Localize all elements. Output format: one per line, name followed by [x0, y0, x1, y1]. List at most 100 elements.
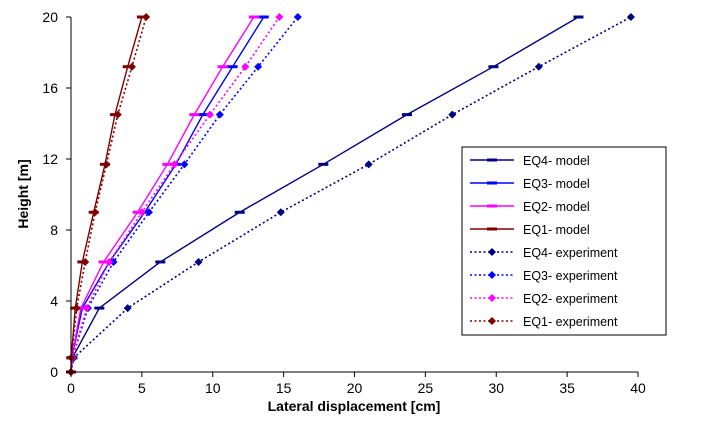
- data-point-dash: [248, 15, 259, 19]
- data-point-diamond: [488, 317, 496, 325]
- y-tick-label: 4: [50, 293, 58, 309]
- x-tick-label: 20: [347, 380, 363, 396]
- data-point-dash: [401, 113, 412, 117]
- data-point-dash: [488, 65, 499, 69]
- axes: [66, 16, 639, 377]
- data-point-dash: [98, 260, 109, 264]
- data-point-diamond: [205, 110, 214, 119]
- y-tick-label: 16: [42, 80, 58, 96]
- data-point-diamond: [72, 304, 81, 313]
- data-point-diamond: [293, 13, 302, 21]
- data-point-diamond: [180, 160, 189, 169]
- data-point-diamond: [626, 13, 635, 21]
- x-tick-label: 5: [138, 380, 146, 396]
- tick-labels: 0 5 10 15 20 25 30 35 40 0 4 8 12 16 20: [42, 9, 646, 396]
- x-tick-label: 40: [630, 380, 646, 396]
- data-point-dash: [122, 65, 133, 69]
- legend-label: EQ2- model: [523, 200, 590, 214]
- legend-item: EQ2- experiment: [470, 292, 618, 306]
- data-point-diamond: [102, 160, 111, 169]
- series-line: [70, 16, 281, 373]
- data-point-dash: [487, 227, 497, 231]
- data-point-diamond: [364, 160, 373, 169]
- legend-label: EQ1- experiment: [523, 315, 618, 329]
- data-point-dash: [136, 15, 147, 19]
- series-line: [70, 16, 147, 373]
- data-point-diamond: [534, 62, 543, 71]
- data-point-diamond: [144, 208, 153, 217]
- legend-item: EQ4- experiment: [470, 246, 618, 260]
- y-tick-label: 0: [50, 364, 58, 380]
- x-tick-label: 35: [559, 380, 575, 396]
- series-line: [70, 16, 143, 373]
- legend-label: EQ3- experiment: [523, 269, 618, 283]
- data-point-diamond: [123, 304, 132, 313]
- series-line: [70, 16, 299, 373]
- legend-item: EQ1- model: [470, 223, 590, 237]
- data-point-dash: [487, 204, 497, 208]
- data-point-diamond: [241, 62, 250, 71]
- data-point-diamond: [194, 257, 203, 266]
- data-point-dash: [75, 306, 86, 310]
- data-point-dash: [189, 113, 200, 117]
- legend-item: EQ2- model: [470, 200, 590, 214]
- data-point-dash: [487, 158, 497, 162]
- data-point-dash: [197, 113, 208, 117]
- x-tick-label: 15: [276, 380, 292, 396]
- y-tick-label: 8: [50, 222, 58, 238]
- legend-label: EQ3- model: [523, 177, 590, 191]
- data-point-diamond: [488, 294, 496, 302]
- data-point-diamond: [137, 208, 146, 217]
- legend-label: EQ2- experiment: [523, 292, 618, 306]
- legend-item: EQ4- model: [470, 154, 590, 168]
- y-tick-label: 20: [42, 9, 58, 25]
- data-point-diamond: [488, 248, 496, 256]
- data-point-dash: [217, 65, 228, 69]
- data-point-diamond: [109, 257, 118, 266]
- data-point-dash: [132, 210, 143, 214]
- data-point-diamond: [113, 110, 122, 119]
- legend-label: EQ1- model: [523, 223, 590, 237]
- data-point-diamond: [215, 110, 224, 119]
- data-point-dash: [94, 306, 105, 310]
- x-axis-title: Lateral displacement [cm]: [268, 398, 441, 414]
- data-point-diamond: [82, 304, 91, 313]
- data-point-dash: [318, 162, 329, 166]
- series-line: [70, 16, 632, 373]
- legend-item: EQ3- experiment: [470, 269, 618, 283]
- legend-item: EQ3- model: [470, 177, 590, 191]
- data-point-diamond: [142, 13, 151, 21]
- data-point-diamond: [91, 208, 100, 217]
- data-point-dash: [155, 260, 166, 264]
- data-point-dash: [234, 210, 245, 214]
- data-point-dash: [258, 15, 269, 19]
- data-point-diamond: [275, 13, 284, 21]
- series-5: [67, 13, 302, 376]
- data-point-diamond: [276, 208, 285, 217]
- data-point-diamond: [81, 257, 90, 266]
- y-tick-label: 12: [42, 151, 58, 167]
- data-point-diamond: [254, 62, 263, 71]
- legend: EQ4- model EQ3- model EQ2- model EQ1- model…: [461, 146, 667, 336]
- x-tick-label: 10: [205, 380, 221, 396]
- data-point-dash: [227, 65, 238, 69]
- data-point-dash: [573, 15, 584, 19]
- data-point-diamond: [105, 257, 114, 266]
- data-point-diamond: [170, 160, 179, 169]
- data-point-diamond: [488, 271, 496, 279]
- series-2: [66, 15, 259, 374]
- data-point-dash: [162, 162, 173, 166]
- legend-item: EQ1- experiment: [470, 315, 618, 329]
- x-tick-label: 0: [67, 380, 75, 396]
- legend-label: EQ4- experiment: [523, 246, 618, 260]
- series-1: [66, 15, 269, 374]
- data-point-diamond: [127, 62, 136, 71]
- legend-box: [461, 146, 667, 336]
- data-point-diamond: [448, 110, 457, 119]
- x-tick-label: 30: [488, 380, 504, 396]
- data-point-dash: [487, 181, 497, 185]
- y-axis-title: Height [m]: [15, 159, 31, 228]
- legend-label: EQ4- model: [523, 154, 590, 168]
- x-tick-label: 25: [418, 380, 434, 396]
